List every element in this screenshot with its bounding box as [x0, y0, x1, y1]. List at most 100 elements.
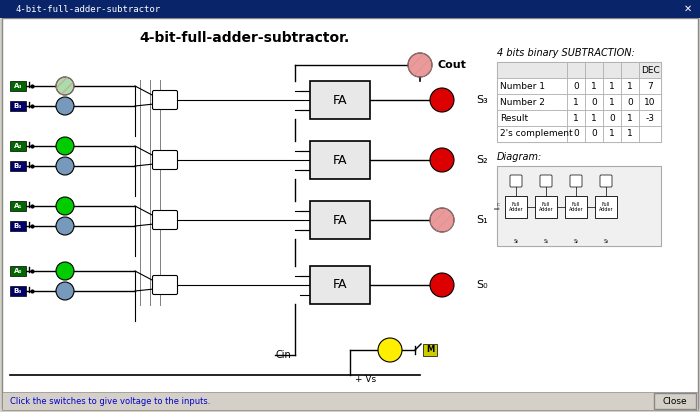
FancyBboxPatch shape: [639, 94, 661, 110]
FancyBboxPatch shape: [310, 201, 370, 239]
Circle shape: [430, 208, 454, 232]
Circle shape: [408, 53, 432, 77]
Text: A₀: A₀: [14, 268, 22, 274]
FancyBboxPatch shape: [510, 175, 522, 187]
Circle shape: [430, 148, 454, 172]
Circle shape: [56, 282, 74, 300]
Text: 1: 1: [627, 113, 633, 122]
Text: Full
Adder: Full Adder: [568, 201, 583, 213]
Text: + Vs: + Vs: [355, 375, 376, 384]
Text: S₁: S₁: [543, 239, 549, 243]
FancyBboxPatch shape: [497, 166, 661, 246]
Text: S₀: S₀: [513, 239, 519, 243]
Text: M: M: [426, 346, 434, 354]
Text: A₃: A₃: [14, 83, 22, 89]
FancyBboxPatch shape: [567, 126, 585, 142]
Text: 1: 1: [609, 129, 615, 138]
Text: B₃: B₃: [14, 103, 22, 109]
FancyBboxPatch shape: [497, 62, 661, 142]
Text: B₁: B₁: [14, 223, 22, 229]
FancyBboxPatch shape: [654, 393, 696, 409]
FancyBboxPatch shape: [310, 81, 370, 119]
FancyBboxPatch shape: [621, 110, 639, 126]
FancyBboxPatch shape: [423, 344, 437, 356]
FancyBboxPatch shape: [10, 81, 26, 91]
Text: 0: 0: [591, 129, 597, 138]
Text: S₁: S₁: [476, 215, 488, 225]
FancyBboxPatch shape: [603, 62, 621, 78]
Text: S₂: S₂: [573, 239, 578, 243]
Text: 1: 1: [627, 129, 633, 138]
Text: 1: 1: [573, 113, 579, 122]
Text: -3: -3: [645, 113, 654, 122]
Text: S₃: S₃: [603, 239, 608, 243]
FancyBboxPatch shape: [497, 110, 567, 126]
FancyBboxPatch shape: [585, 94, 603, 110]
FancyBboxPatch shape: [585, 110, 603, 126]
Text: 1: 1: [609, 82, 615, 91]
FancyBboxPatch shape: [10, 266, 26, 276]
Circle shape: [56, 97, 74, 115]
Text: Number 1: Number 1: [500, 82, 545, 91]
Text: 1: 1: [591, 113, 597, 122]
Text: ✕: ✕: [684, 4, 692, 14]
Text: Number 2: Number 2: [500, 98, 545, 106]
FancyBboxPatch shape: [497, 94, 567, 110]
FancyBboxPatch shape: [153, 91, 178, 110]
Text: 2's complement: 2's complement: [500, 129, 573, 138]
Text: 1: 1: [591, 82, 597, 91]
Circle shape: [430, 273, 454, 297]
Text: FA: FA: [332, 213, 347, 227]
FancyBboxPatch shape: [497, 126, 567, 142]
Text: FA: FA: [332, 154, 347, 166]
FancyBboxPatch shape: [600, 175, 612, 187]
FancyBboxPatch shape: [585, 126, 603, 142]
FancyBboxPatch shape: [565, 196, 587, 218]
Text: 4-bit-full-adder-subtractor.: 4-bit-full-adder-subtractor.: [140, 31, 350, 45]
Text: Close: Close: [663, 396, 687, 405]
Text: 7: 7: [647, 82, 653, 91]
Text: 0: 0: [591, 98, 597, 106]
Text: 0: 0: [573, 82, 579, 91]
Text: 0: 0: [573, 129, 579, 138]
FancyBboxPatch shape: [540, 175, 552, 187]
FancyBboxPatch shape: [595, 196, 617, 218]
FancyBboxPatch shape: [621, 126, 639, 142]
Circle shape: [56, 77, 74, 95]
FancyBboxPatch shape: [585, 62, 603, 78]
Text: Result: Result: [500, 113, 528, 122]
Text: Full
Adder: Full Adder: [509, 201, 524, 213]
FancyBboxPatch shape: [621, 78, 639, 94]
FancyBboxPatch shape: [603, 126, 621, 142]
Text: 1: 1: [609, 98, 615, 106]
FancyBboxPatch shape: [567, 110, 585, 126]
Text: 0: 0: [609, 113, 615, 122]
Text: Diagram:: Diagram:: [497, 152, 542, 162]
Text: 0: 0: [627, 98, 633, 106]
Text: 10: 10: [644, 98, 656, 106]
Text: FA: FA: [332, 279, 347, 292]
Text: 4 bits binary SUBTRACTION:: 4 bits binary SUBTRACTION:: [497, 48, 635, 58]
FancyBboxPatch shape: [310, 141, 370, 179]
FancyBboxPatch shape: [2, 392, 698, 410]
FancyBboxPatch shape: [153, 276, 178, 295]
FancyBboxPatch shape: [10, 201, 26, 211]
Text: S₃: S₃: [476, 95, 488, 105]
FancyBboxPatch shape: [603, 94, 621, 110]
FancyBboxPatch shape: [153, 150, 178, 169]
FancyBboxPatch shape: [567, 62, 585, 78]
Text: B₀: B₀: [14, 288, 22, 294]
FancyBboxPatch shape: [570, 175, 582, 187]
FancyBboxPatch shape: [505, 196, 527, 218]
FancyBboxPatch shape: [585, 78, 603, 94]
FancyBboxPatch shape: [621, 62, 639, 78]
FancyBboxPatch shape: [10, 141, 26, 151]
Text: Full
Adder: Full Adder: [598, 201, 613, 213]
Text: FA: FA: [332, 94, 347, 106]
Circle shape: [56, 217, 74, 235]
FancyBboxPatch shape: [10, 221, 26, 231]
FancyBboxPatch shape: [10, 286, 26, 296]
FancyBboxPatch shape: [310, 266, 370, 304]
Text: 1: 1: [573, 98, 579, 106]
Text: A₂: A₂: [14, 143, 22, 149]
